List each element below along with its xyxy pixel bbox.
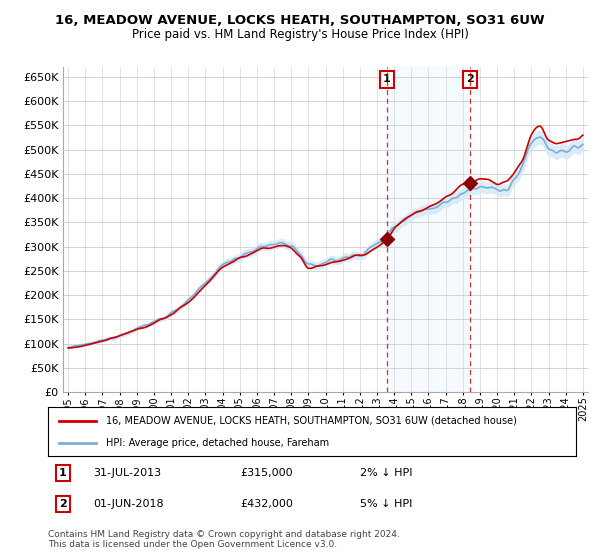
Point [465, 178, 475, 187]
Text: 16, MEADOW AVENUE, LOCKS HEATH, SOUTHAMPTON, SO31 6UW: 16, MEADOW AVENUE, LOCKS HEATH, SOUTHAMP… [55, 14, 545, 27]
Text: 01-JUN-2018: 01-JUN-2018 [93, 499, 164, 509]
Bar [387, 67, 470, 392]
Text: £432,000: £432,000 [240, 499, 293, 509]
Text: 31-JUL-2013: 31-JUL-2013 [93, 468, 161, 478]
Text: 2% ↓ HPI: 2% ↓ HPI [360, 468, 413, 478]
Text: Contains HM Land Registry data © Crown copyright and database right 2024.: Contains HM Land Registry data © Crown c… [48, 530, 400, 539]
Text: £315,000: £315,000 [240, 468, 293, 478]
Text: Price paid vs. HM Land Registry's House Price Index (HPI): Price paid vs. HM Land Registry's House … [131, 28, 469, 41]
Text: 2: 2 [59, 499, 67, 509]
Text: HPI: Average price, detached house, Fareham: HPI: Average price, detached house, Fare… [106, 437, 329, 447]
Text: This data is licensed under the Open Government Licence v3.0.: This data is licensed under the Open Gov… [48, 540, 337, 549]
Text: 1: 1 [383, 74, 391, 85]
Point [382, 235, 392, 244]
Text: 1: 1 [59, 468, 67, 478]
Text: 2: 2 [466, 74, 474, 85]
Text: 5% ↓ HPI: 5% ↓ HPI [360, 499, 412, 509]
Text: 16, MEADOW AVENUE, LOCKS HEATH, SOUTHAMPTON, SO31 6UW (detached house): 16, MEADOW AVENUE, LOCKS HEATH, SOUTHAMP… [106, 416, 517, 426]
